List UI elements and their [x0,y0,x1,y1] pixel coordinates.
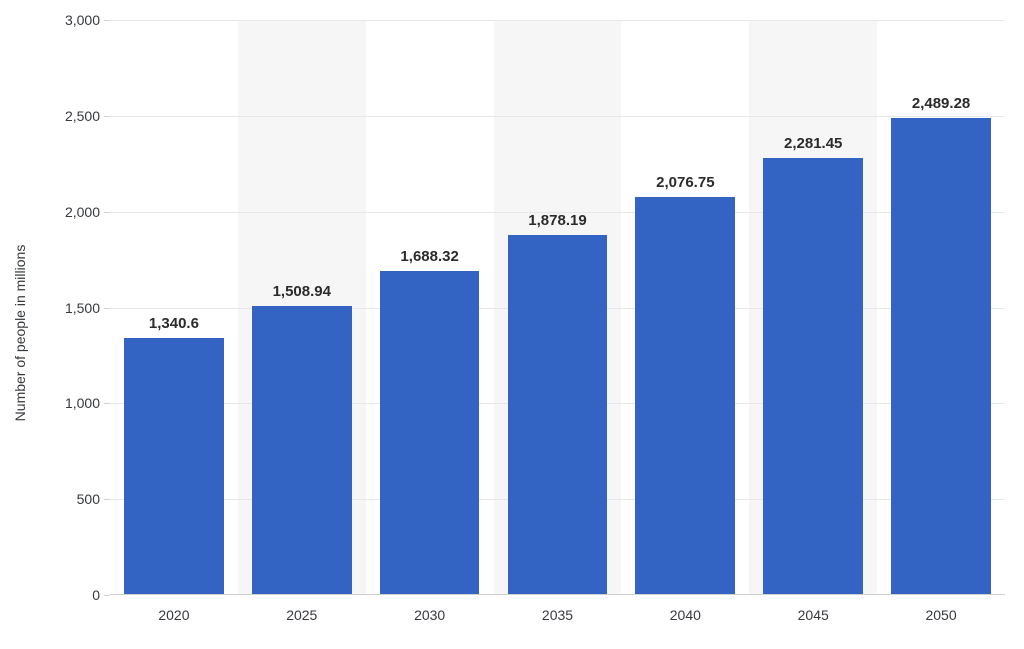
y-axis-label: Number of people in millions [12,245,28,422]
x-tick-label: 2025 [286,607,317,623]
bar-value-label: 1,340.6 [149,315,199,332]
y-tick-label: 2,000 [65,204,100,220]
bar: 1,508.94 [252,306,352,595]
x-tick-label: 2020 [158,607,189,623]
bar: 1,688.32 [380,271,480,595]
chart-container: Number of people in millions 05001,0001,… [30,10,1020,640]
x-tick-label: 2030 [414,607,445,623]
x-tick-label: 2035 [542,607,573,623]
bar: 2,489.28 [891,118,991,595]
bar-value-label: 1,688.32 [400,248,458,265]
bar: 1,878.19 [508,235,608,595]
bar-value-label: 1,508.94 [273,283,331,300]
bars-layer: 1,340.6 1,508.94 1,688.32 1,878.19 2,076.75 2… [110,20,1005,595]
x-tick-label: 2050 [925,607,956,623]
bar-value-label: 2,281.45 [784,135,842,152]
x-axis-line [110,594,1005,595]
bar: 1,340.6 [124,338,224,595]
y-tick-label: 3,000 [65,12,100,28]
y-tick-mark [104,595,110,596]
y-tick-label: 0 [92,587,100,603]
bar: 2,076.75 [635,197,735,595]
y-tick-label: 500 [77,491,100,507]
bar: 2,281.45 [763,158,863,595]
bar-value-label: 2,489.28 [912,95,970,112]
plot-area: 05001,0001,5002,0002,5003,000 1,340.61,5… [110,20,1005,595]
y-tick-label: 1,500 [65,300,100,316]
y-tick-label: 2,500 [65,108,100,124]
bar-value-label: 2,076.75 [656,174,714,191]
x-tick-label: 2045 [798,607,829,623]
bar-value-label: 1,878.19 [528,212,586,229]
y-tick-label: 1,000 [65,395,100,411]
x-tick-label: 2040 [670,607,701,623]
